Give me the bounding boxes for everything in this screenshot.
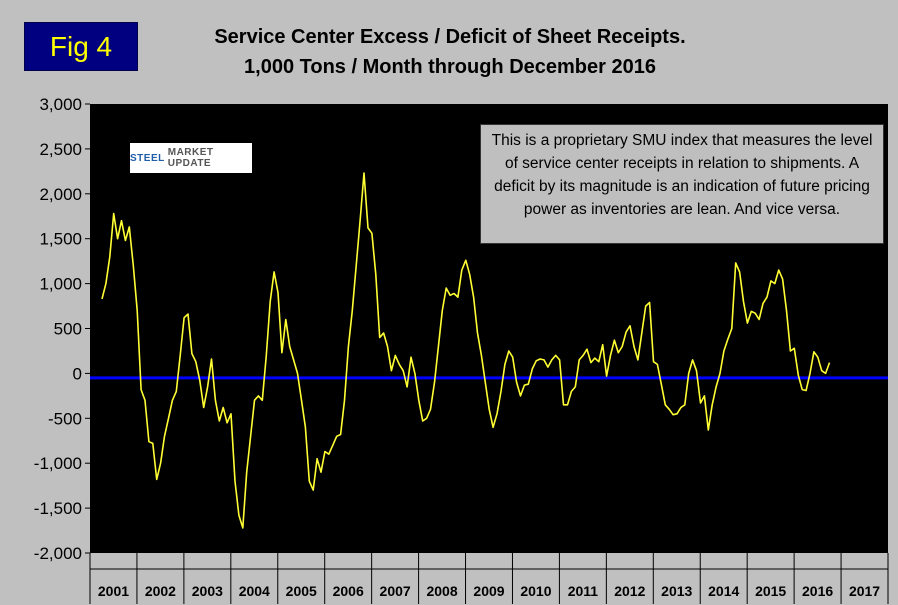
y-tick-label: 0 bbox=[73, 364, 82, 383]
x-tick-label: 2011 bbox=[568, 583, 599, 599]
x-tick-label: 2003 bbox=[192, 583, 223, 599]
chart-title-line2: 1,000 Tons / Month through December 2016 bbox=[244, 56, 656, 78]
x-tick-label: 2002 bbox=[145, 583, 176, 599]
y-tick-label: -2,000 bbox=[34, 544, 82, 563]
y-tick-label: -1,500 bbox=[34, 499, 82, 518]
x-tick-label: 2005 bbox=[286, 583, 317, 599]
y-tick-label: 500 bbox=[54, 320, 82, 339]
x-tick-label: 2015 bbox=[755, 583, 786, 599]
y-tick-label: -500 bbox=[48, 409, 82, 428]
x-tick-label: 2001 bbox=[98, 583, 129, 599]
y-axis: 3,000 2,500 2,000 1,500 1,000 500 0 -500 -1,000 -… bbox=[34, 95, 90, 563]
series-line bbox=[101, 172, 831, 529]
logo-text-steel: STEEL bbox=[130, 152, 165, 164]
y-tick-label: -1,000 bbox=[34, 454, 82, 473]
x-tick-label: 2014 bbox=[708, 583, 739, 599]
y-tick-label: 3,000 bbox=[39, 95, 82, 114]
x-tick-label: 2012 bbox=[614, 583, 645, 599]
steel-market-update-logo: STEEL MARKET UPDATE bbox=[130, 143, 252, 173]
y-tick-label: 2,000 bbox=[39, 185, 82, 204]
x-tick-label: 2016 bbox=[802, 583, 833, 599]
x-tick-label: 2017 bbox=[849, 583, 880, 599]
x-tick-label: 2007 bbox=[380, 583, 411, 599]
y-tick-label: 1,000 bbox=[39, 275, 82, 294]
x-tick-label: 2006 bbox=[333, 583, 364, 599]
x-tick-label: 2008 bbox=[426, 583, 457, 599]
x-axis: 2001 2002 2003 2004 2005 2006 2007 2008 2009 2010… bbox=[89, 553, 889, 604]
annotation-box: This is a proprietary SMU index that mea… bbox=[480, 124, 884, 244]
x-tick-label: 2013 bbox=[661, 583, 692, 599]
logo-text-market-update: MARKET UPDATE bbox=[167, 147, 214, 169]
x-tick-label: 2004 bbox=[239, 583, 270, 599]
y-tick-label: 1,500 bbox=[39, 230, 82, 249]
chart-title-line1: Service Center Excess / Deficit of Sheet… bbox=[214, 26, 686, 48]
chart-title: Service Center Excess / Deficit of Sheet… bbox=[140, 22, 760, 82]
y-tick-label: 2,500 bbox=[39, 140, 82, 159]
x-tick-label: 2010 bbox=[520, 583, 551, 599]
figure-label: Fig 4 bbox=[24, 22, 138, 71]
x-tick-label: 2009 bbox=[473, 583, 504, 599]
